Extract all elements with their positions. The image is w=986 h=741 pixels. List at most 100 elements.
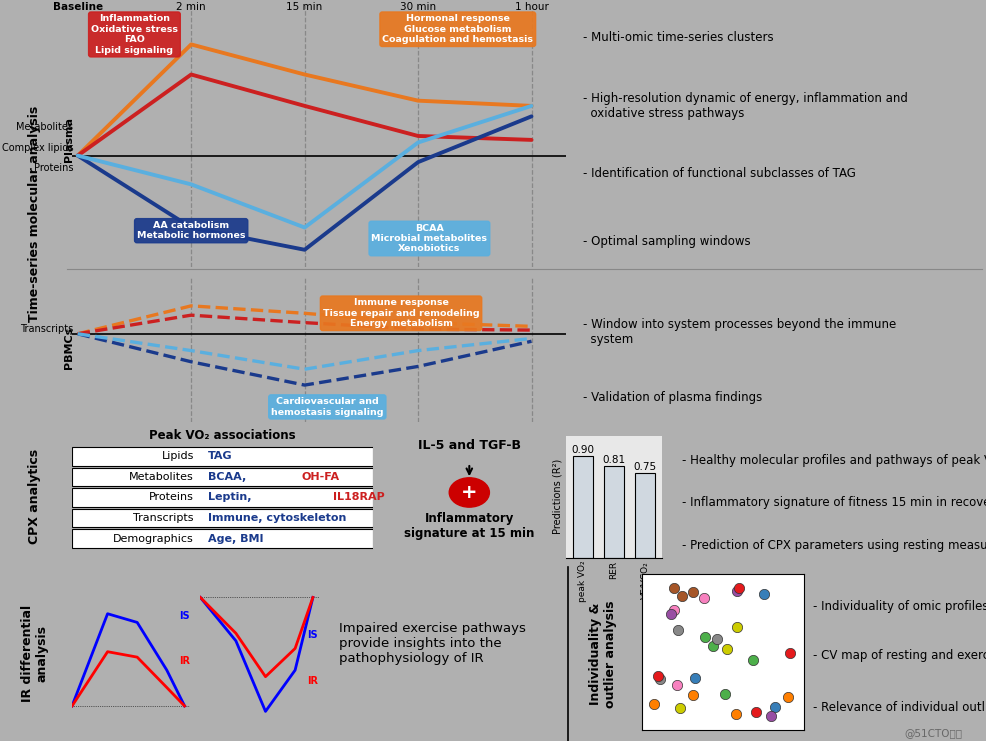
Point bbox=[747, 705, 763, 717]
Point bbox=[651, 673, 667, 685]
Circle shape bbox=[449, 478, 489, 507]
Text: Baseline: Baseline bbox=[52, 1, 103, 12]
Text: - High-resolution dynamic of energy, inflammation and
  oxidative stress pathway: - High-resolution dynamic of energy, inf… bbox=[583, 91, 907, 119]
Text: Immune, cytoskeleton: Immune, cytoskeleton bbox=[207, 513, 345, 523]
Text: - Inflammatory signature of fitness 15 min in recovery: - Inflammatory signature of fitness 15 m… bbox=[681, 496, 986, 510]
Text: BCAA,: BCAA, bbox=[207, 472, 249, 482]
Point bbox=[755, 588, 771, 600]
Text: - CV map of resting and exercise omes: - CV map of resting and exercise omes bbox=[811, 649, 986, 662]
Point bbox=[708, 633, 724, 645]
Bar bbox=[603, 466, 623, 558]
Text: Leptin,: Leptin, bbox=[207, 493, 254, 502]
Point bbox=[717, 688, 733, 700]
Point bbox=[669, 624, 685, 636]
Ellipse shape bbox=[65, 170, 69, 173]
Text: 2 min: 2 min bbox=[176, 1, 206, 12]
Point bbox=[650, 670, 666, 682]
Text: Inflammatory
signature at 15 min: Inflammatory signature at 15 min bbox=[403, 513, 534, 540]
Bar bbox=[634, 473, 655, 558]
Point bbox=[782, 647, 798, 659]
Text: 30 min: 30 min bbox=[399, 1, 436, 12]
Point bbox=[686, 672, 702, 684]
Text: Impaired exercise pathways
provide insights into the
pathophysiology of IR: Impaired exercise pathways provide insig… bbox=[339, 622, 526, 665]
Text: Metabolites: Metabolites bbox=[16, 122, 73, 132]
Ellipse shape bbox=[65, 140, 69, 145]
Point bbox=[696, 631, 712, 643]
Point bbox=[666, 582, 681, 594]
Text: Transcripts: Transcripts bbox=[133, 513, 194, 523]
Point bbox=[684, 689, 700, 701]
Text: - Optimal sampling windows: - Optimal sampling windows bbox=[583, 236, 750, 248]
Point bbox=[729, 585, 744, 597]
Text: Lipids: Lipids bbox=[162, 451, 194, 462]
FancyBboxPatch shape bbox=[72, 508, 373, 528]
Text: IL18RAP: IL18RAP bbox=[332, 493, 385, 502]
Text: IL-5 and TGF-B: IL-5 and TGF-B bbox=[417, 439, 521, 452]
Point bbox=[718, 643, 734, 655]
Text: +: + bbox=[460, 483, 477, 502]
Text: Complex lipids: Complex lipids bbox=[2, 143, 73, 153]
Point bbox=[684, 586, 700, 598]
Bar bbox=[65, 333, 70, 339]
Point bbox=[767, 701, 783, 713]
Point bbox=[779, 691, 795, 703]
Text: @51CTO博客: @51CTO博客 bbox=[903, 728, 961, 738]
Text: OH-FA: OH-FA bbox=[301, 472, 339, 482]
Ellipse shape bbox=[65, 334, 69, 339]
Text: Hormonal response
Glucose metabolism
Coagulation and hemostasis: Hormonal response Glucose metabolism Coa… bbox=[382, 14, 532, 44]
Text: - Individuality of omic profiles: - Individuality of omic profiles bbox=[811, 600, 986, 613]
Text: CPX analytics: CPX analytics bbox=[28, 449, 41, 544]
Point bbox=[666, 604, 681, 616]
Text: Individuality &
outlier analysis: Individuality & outlier analysis bbox=[589, 600, 616, 708]
FancyBboxPatch shape bbox=[72, 468, 373, 486]
Text: TAG: TAG bbox=[207, 451, 232, 462]
Text: - Prediction of CPX parameters using resting measures: - Prediction of CPX parameters using res… bbox=[681, 539, 986, 552]
Text: IS: IS bbox=[307, 631, 317, 640]
Text: IS: IS bbox=[178, 611, 189, 621]
Text: PBMCs: PBMCs bbox=[64, 327, 74, 369]
Text: Demographics: Demographics bbox=[113, 534, 194, 544]
Text: 0.90: 0.90 bbox=[571, 445, 594, 455]
Text: - Relevance of individual outliers: - Relevance of individual outliers bbox=[811, 701, 986, 714]
Point bbox=[671, 702, 687, 714]
Point bbox=[762, 710, 778, 722]
Text: 0.81: 0.81 bbox=[601, 455, 625, 465]
Text: - Validation of plasma findings: - Validation of plasma findings bbox=[583, 391, 762, 404]
Text: - Healthy molecular profiles and pathways of peak VO₂: - Healthy molecular profiles and pathway… bbox=[681, 453, 986, 467]
Text: - Window into system processes beyond the immune
  system: - Window into system processes beyond th… bbox=[583, 319, 895, 346]
Point bbox=[673, 590, 689, 602]
Text: 1 hour: 1 hour bbox=[514, 1, 548, 12]
Text: Immune response
Tissue repair and remodeling
Energy metabolism: Immune response Tissue repair and remode… bbox=[322, 299, 479, 328]
Point bbox=[695, 592, 711, 604]
Text: 0.75: 0.75 bbox=[633, 462, 656, 472]
Bar bbox=[65, 142, 69, 171]
Ellipse shape bbox=[65, 361, 69, 365]
Text: AA catabolism
Metabolic hormones: AA catabolism Metabolic hormones bbox=[137, 221, 246, 240]
Bar bbox=[65, 336, 69, 362]
Y-axis label: Predictions (R²): Predictions (R²) bbox=[552, 459, 562, 534]
Text: Metabolites: Metabolites bbox=[129, 472, 194, 482]
Bar bbox=[65, 157, 69, 170]
Text: Cardiovascular and
hemostasis signaling: Cardiovascular and hemostasis signaling bbox=[271, 397, 384, 416]
FancyBboxPatch shape bbox=[72, 488, 373, 507]
Text: IR: IR bbox=[307, 676, 317, 686]
Bar bbox=[572, 456, 593, 558]
FancyBboxPatch shape bbox=[72, 529, 373, 548]
Text: 15 min: 15 min bbox=[286, 1, 322, 12]
Text: - Identification of functional subclasses of TAG: - Identification of functional subclasse… bbox=[583, 167, 855, 180]
Text: Plasma: Plasma bbox=[64, 117, 74, 162]
Point bbox=[663, 608, 678, 620]
Point bbox=[646, 698, 662, 710]
Text: Inflammation
Oxidative stress
FAO
Lipid signaling: Inflammation Oxidative stress FAO Lipid … bbox=[91, 14, 177, 55]
Text: - Multi-omic time-series clusters: - Multi-omic time-series clusters bbox=[583, 31, 773, 44]
Text: Transcripts: Transcripts bbox=[20, 324, 73, 334]
Point bbox=[728, 708, 743, 720]
Point bbox=[731, 582, 746, 594]
Point bbox=[744, 654, 760, 666]
Point bbox=[669, 679, 684, 691]
Text: BCAA
Microbial metabolites
Xenobiotics: BCAA Microbial metabolites Xenobiotics bbox=[371, 224, 487, 253]
Text: IR differential
analysis: IR differential analysis bbox=[21, 605, 48, 702]
Point bbox=[729, 621, 744, 633]
Text: Time-series molecular analysis: Time-series molecular analysis bbox=[28, 106, 41, 322]
FancyBboxPatch shape bbox=[72, 447, 373, 466]
